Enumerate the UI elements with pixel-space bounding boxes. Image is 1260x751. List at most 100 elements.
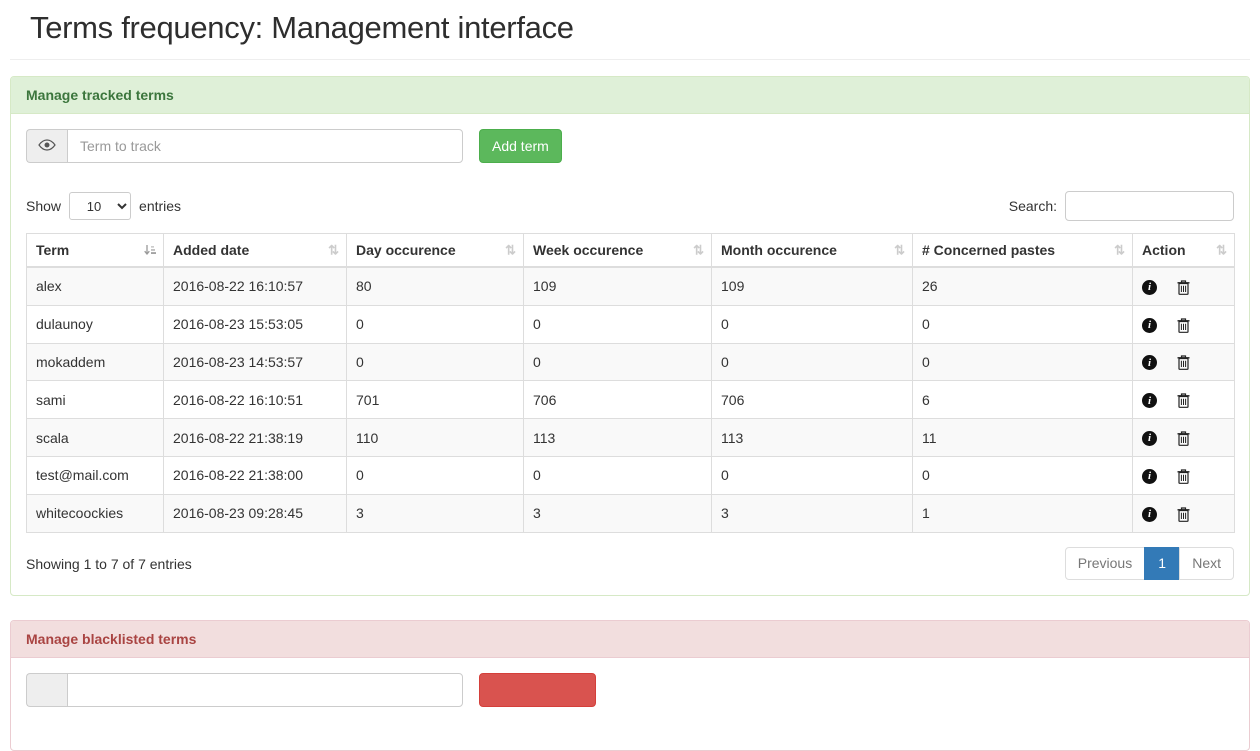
- column-header-term[interactable]: Term: [26, 233, 164, 268]
- blacklist-addon: [26, 673, 67, 708]
- table-row: alex 2016-08-22 16:10:57 80 109 109 26: [26, 266, 1235, 306]
- table-row: whitecoockies 2016-08-23 09:28:45 3 3 3 …: [26, 493, 1235, 533]
- column-header-month-occurence[interactable]: Month occurence ⇅: [711, 233, 913, 268]
- concerned-pastes-cell: 11: [912, 418, 1133, 457]
- sort-icon: ⇅: [693, 242, 704, 258]
- week-occurence-cell: 0: [523, 304, 712, 344]
- action-cell: [1132, 418, 1235, 457]
- add-blacklist-button[interactable]: [479, 673, 596, 708]
- table-footer: Showing 1 to 7 of 7 entries Previous 1 N…: [26, 546, 1234, 581]
- week-occurence-cell: 3: [523, 493, 712, 533]
- concerned-pastes-cell: 6: [912, 380, 1133, 420]
- week-occurence-cell: 109: [523, 266, 712, 306]
- sort-asc-icon: [143, 243, 157, 257]
- delete-term-button[interactable]: [1177, 280, 1190, 295]
- entries-info: Showing 1 to 7 of 7 entries: [26, 555, 192, 572]
- action-cell: [1132, 266, 1235, 306]
- term-info-button[interactable]: [1142, 279, 1157, 295]
- trash-icon: [1177, 355, 1190, 373]
- blacklist-term-input[interactable]: [67, 673, 463, 708]
- trash-icon: [1177, 431, 1190, 449]
- term-info-button[interactable]: [1142, 506, 1157, 522]
- week-occurence-cell: 113: [523, 418, 712, 457]
- delete-term-button[interactable]: [1177, 317, 1190, 333]
- pagination-previous-button[interactable]: Previous: [1064, 546, 1146, 581]
- term-info-button[interactable]: [1142, 393, 1157, 409]
- search-input[interactable]: [1065, 191, 1234, 221]
- page-length-select[interactable]: 10: [69, 192, 132, 220]
- term-cell: test@mail.com: [26, 455, 164, 495]
- column-header-action[interactable]: Action ⇅: [1132, 233, 1235, 268]
- term-cell: mokaddem: [26, 342, 164, 382]
- info-icon: [1142, 317, 1157, 333]
- added-date-cell: 2016-08-22 16:10:57: [163, 266, 347, 306]
- month-occurence-cell: 109: [711, 266, 913, 306]
- day-occurence-cell: 3: [346, 493, 524, 533]
- sort-icon: ⇅: [505, 242, 516, 258]
- action-cell: [1132, 455, 1235, 495]
- delete-term-button[interactable]: [1177, 355, 1190, 373]
- info-icon: [1142, 468, 1157, 484]
- table-row: scala 2016-08-22 21:38:19 110 113 113 11: [26, 418, 1235, 457]
- info-icon: [1142, 355, 1157, 371]
- concerned-pastes-cell: 26: [912, 266, 1133, 306]
- search-label: Search:: [1008, 198, 1057, 214]
- day-occurence-cell: 0: [346, 455, 524, 495]
- term-cell: whitecoockies: [26, 493, 164, 533]
- tracked-panel-title: Manage tracked terms: [11, 77, 1249, 114]
- added-date-cell: 2016-08-23 09:28:45: [163, 493, 347, 533]
- pagination-page-1-button[interactable]: 1: [1144, 546, 1181, 581]
- show-label: Show: [26, 198, 62, 214]
- delete-term-button[interactable]: [1177, 393, 1190, 411]
- day-occurence-cell: 0: [346, 342, 524, 382]
- column-header-week-occurence[interactable]: Week occurence ⇅: [523, 233, 712, 268]
- term-info-button[interactable]: [1142, 430, 1157, 446]
- day-occurence-cell: 80: [346, 266, 524, 306]
- action-cell: [1132, 380, 1235, 420]
- info-icon: [1142, 506, 1157, 522]
- trash-icon: [1177, 280, 1190, 298]
- delete-term-button[interactable]: [1177, 469, 1190, 484]
- trash-icon: [1177, 393, 1190, 411]
- trash-icon: [1177, 469, 1190, 487]
- page-length-control: Show 10 entries: [26, 192, 181, 220]
- sort-icon: ⇅: [1216, 242, 1227, 258]
- blacklist-panel-title: Manage blacklisted terms: [11, 621, 1249, 659]
- delete-term-button[interactable]: [1177, 506, 1190, 525]
- month-occurence-cell: 706: [711, 380, 913, 420]
- add-term-button[interactable]: Add term: [479, 129, 562, 163]
- column-header-added-date[interactable]: Added date ⇅: [163, 233, 347, 268]
- added-date-cell: 2016-08-23 14:53:57: [163, 342, 347, 382]
- info-icon: [1142, 430, 1157, 446]
- add-term-row: Add term: [26, 129, 1234, 163]
- action-cell: [1132, 304, 1235, 344]
- week-occurence-cell: 0: [523, 342, 712, 382]
- action-cell: [1132, 342, 1235, 382]
- trash-icon: [1177, 506, 1190, 525]
- tracked-panel-body: Add term Show 10 entries Search:: [11, 114, 1249, 595]
- pagination-next-button[interactable]: Next: [1179, 546, 1234, 581]
- entries-label: entries: [139, 198, 182, 214]
- column-header-day-occurence[interactable]: Day occurence ⇅: [346, 233, 524, 268]
- term-info-button[interactable]: [1142, 355, 1157, 371]
- month-occurence-cell: 113: [711, 418, 913, 457]
- concerned-pastes-cell: 0: [912, 342, 1133, 382]
- table-row: test@mail.com 2016-08-22 21:38:00 0 0 0 …: [26, 455, 1235, 495]
- eye-addon: [26, 129, 67, 163]
- column-header-concerned-pastes[interactable]: # Concerned pastes ⇅: [912, 233, 1133, 268]
- delete-term-button[interactable]: [1177, 431, 1190, 446]
- table-controls: Show 10 entries Search:: [26, 191, 1234, 221]
- pagination: Previous 1 Next: [1064, 546, 1234, 581]
- table-header-row: Term Added date ⇅ Day occurence ⇅: [26, 233, 1235, 268]
- blacklist-input-group: [26, 673, 463, 708]
- table-row: mokaddem 2016-08-23 14:53:57 0 0 0 0: [26, 342, 1235, 382]
- week-occurence-cell: 706: [523, 380, 712, 420]
- added-date-cell: 2016-08-23 15:53:05: [163, 304, 347, 344]
- term-info-button[interactable]: [1142, 317, 1157, 333]
- month-occurence-cell: 0: [711, 342, 913, 382]
- term-to-track-input[interactable]: [67, 129, 463, 163]
- month-occurence-cell: 0: [711, 455, 913, 495]
- term-cell: scala: [26, 418, 164, 457]
- concerned-pastes-cell: 0: [912, 455, 1133, 495]
- term-info-button[interactable]: [1142, 468, 1157, 484]
